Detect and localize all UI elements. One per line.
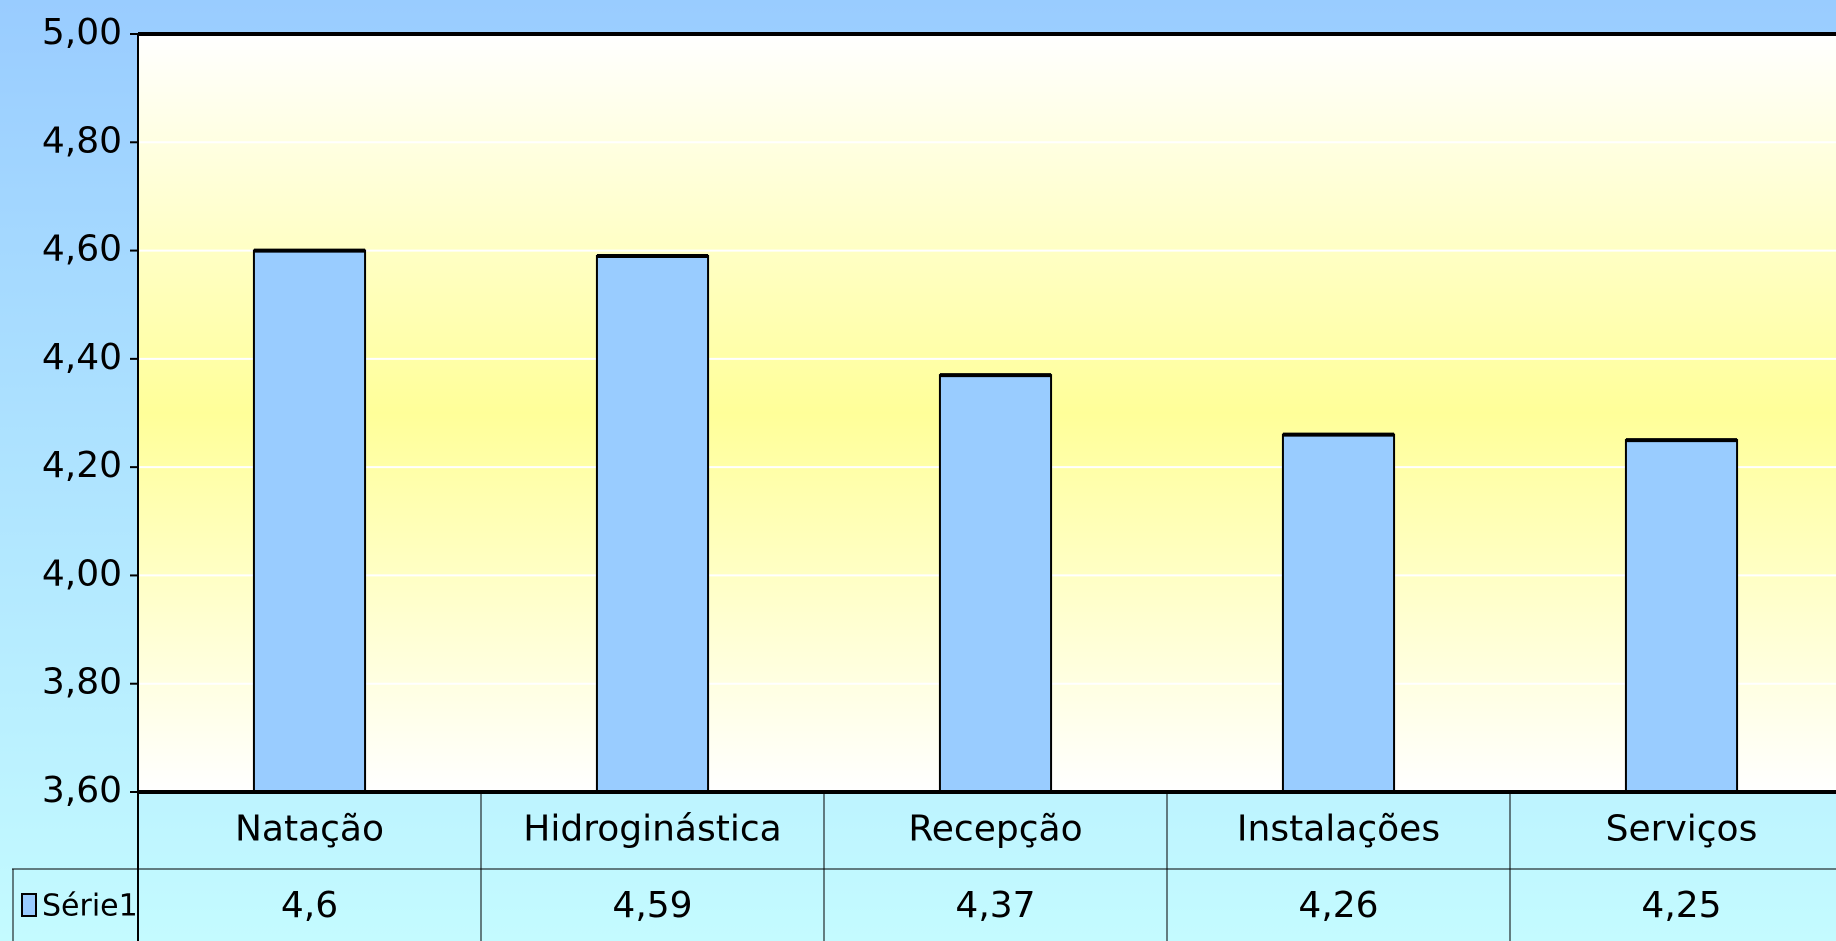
x-tick-label: Serviços xyxy=(1606,809,1758,850)
legend-label: Série1 xyxy=(42,889,138,924)
data-table-value: 4,59 xyxy=(612,885,692,926)
bar xyxy=(938,374,1053,793)
y-tick-label: 4,00 xyxy=(42,553,122,594)
y-tick-label: 3,80 xyxy=(42,662,122,703)
data-table-value: 4,6 xyxy=(281,885,338,926)
bar xyxy=(1624,439,1739,793)
bar xyxy=(252,249,367,794)
data-table-value: 4,25 xyxy=(1641,885,1721,926)
data-table-value: 4,26 xyxy=(1298,885,1378,926)
x-tick-label: Recepção xyxy=(908,809,1082,850)
data-table-value: 4,37 xyxy=(955,885,1035,926)
y-tick-label: 3,60 xyxy=(42,770,122,811)
x-tick-label: Natação xyxy=(235,809,384,850)
bar xyxy=(595,254,710,793)
y-tick-label: 5,00 xyxy=(42,12,122,53)
y-tick-label: 4,60 xyxy=(42,229,122,270)
y-tick-label: 4,20 xyxy=(42,445,122,486)
legend-swatch xyxy=(21,893,37,917)
x-tick-label: Instalações xyxy=(1237,809,1440,850)
y-tick-label: 4,40 xyxy=(42,337,122,378)
bar xyxy=(1281,433,1396,793)
x-tick-label: Hidroginástica xyxy=(523,809,781,850)
y-tick-label: 4,80 xyxy=(42,120,122,161)
